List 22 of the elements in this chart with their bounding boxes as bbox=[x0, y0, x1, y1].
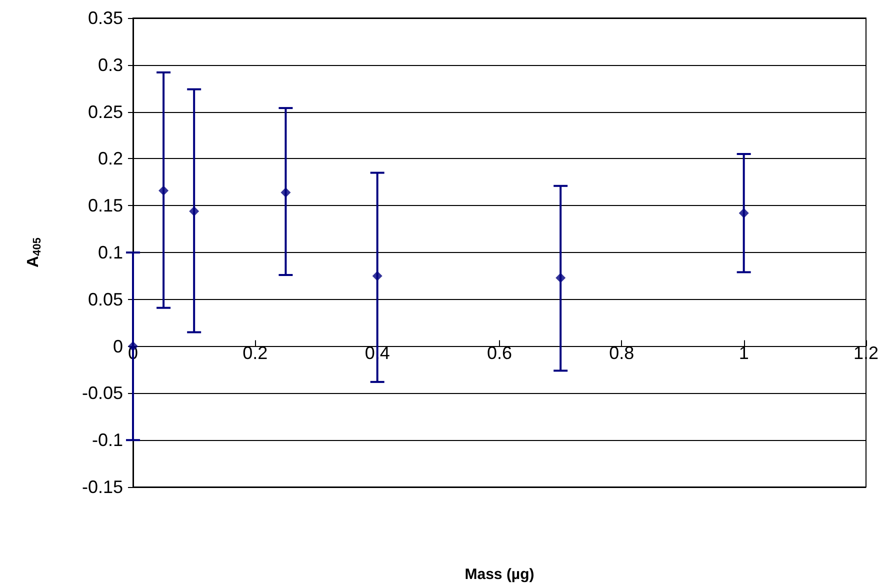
x-tick-label: 0.2 bbox=[242, 342, 268, 363]
y-tick-label: -0.1 bbox=[92, 430, 123, 450]
y-tick-label: -0.05 bbox=[82, 383, 123, 404]
point bbox=[738, 208, 749, 218]
y-axis-title: A405 bbox=[25, 238, 44, 268]
y-tick-label: 0.25 bbox=[88, 102, 123, 122]
point bbox=[189, 206, 200, 216]
point bbox=[280, 187, 291, 198]
y-tick-label: 0.15 bbox=[88, 196, 123, 216]
y-tick-label: 0.35 bbox=[88, 8, 123, 28]
y-tick-label: -0.15 bbox=[82, 477, 123, 497]
y-tick-label: 0.1 bbox=[98, 242, 123, 262]
point bbox=[158, 186, 169, 196]
point bbox=[556, 272, 566, 283]
y-tick-label: 0.05 bbox=[88, 289, 123, 310]
x-tick-label: 0.6 bbox=[486, 342, 512, 363]
x-tick-label: 1 bbox=[738, 342, 749, 363]
x-tick-label: 0.8 bbox=[609, 342, 634, 363]
x-axis-title: Mass (µg) bbox=[464, 566, 534, 583]
y-tick-label: 0.2 bbox=[98, 148, 123, 169]
y-tick-label: 0.3 bbox=[98, 54, 123, 75]
point bbox=[372, 270, 382, 281]
